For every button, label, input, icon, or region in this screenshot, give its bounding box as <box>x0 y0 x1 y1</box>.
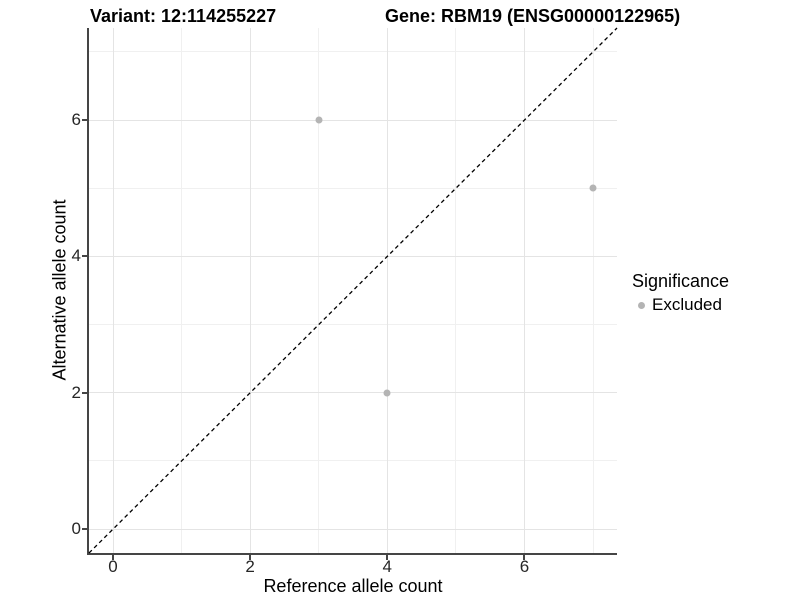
y-axis-tick <box>82 391 87 394</box>
x-tick-label: 2 <box>245 557 255 576</box>
identity-dashed-line <box>88 27 618 554</box>
legend: Significance Excluded <box>632 271 729 315</box>
x-tick-label: 4 <box>382 557 393 576</box>
x-major-gridline <box>112 28 114 553</box>
data-point <box>315 116 323 124</box>
legend-point-icon <box>638 301 645 309</box>
legend-item: Excluded <box>638 295 729 315</box>
legend-title: Significance <box>632 271 730 291</box>
x-axis-tick <box>112 555 114 560</box>
legend-items: Excluded <box>632 295 729 315</box>
y-axis-label: Alternative allele count <box>49 199 70 381</box>
y-major-gridline <box>89 392 617 394</box>
legend-item-label: Excluded <box>652 295 722 314</box>
y-tick-label: 4 <box>71 246 81 266</box>
x-major-gridline <box>386 28 388 553</box>
y-tick-label: 2 <box>71 382 81 402</box>
variant-title: Variant: 12:114255227 <box>90 6 277 26</box>
plot-panel <box>87 27 618 555</box>
x-axis-label: Reference allele count <box>263 576 443 596</box>
y-major-gridline <box>89 528 617 530</box>
y-axis-tick <box>82 255 87 258</box>
x-minor-gridline <box>318 28 320 553</box>
y-major-gridline <box>89 255 617 257</box>
x-major-gridline <box>249 28 251 553</box>
y-tick-label: 6 <box>71 110 81 130</box>
y-minor-gridline <box>89 324 617 326</box>
gene-title: Gene: RBM19 (ENSG00000122965) <box>385 6 681 26</box>
x-minor-gridline <box>181 28 183 553</box>
x-tick-label: 0 <box>108 557 118 576</box>
data-point <box>589 184 597 192</box>
x-minor-gridline <box>592 28 594 553</box>
identity-line-layer <box>88 27 618 554</box>
x-major-gridline <box>523 28 525 553</box>
x-tick-label: 6 <box>519 557 530 576</box>
x-axis-tick <box>523 555 526 560</box>
y-axis-tick <box>82 119 87 122</box>
x-axis-tick <box>386 555 389 560</box>
y-axis-tick <box>82 528 87 531</box>
data-point <box>383 389 391 397</box>
y-major-gridline <box>89 119 617 121</box>
y-minor-gridline <box>89 460 617 462</box>
x-axis-tick <box>249 555 252 560</box>
y-tick-label: 0 <box>71 519 81 539</box>
y-minor-gridline <box>89 51 617 53</box>
y-minor-gridline <box>89 187 617 189</box>
x-minor-gridline <box>455 28 457 553</box>
